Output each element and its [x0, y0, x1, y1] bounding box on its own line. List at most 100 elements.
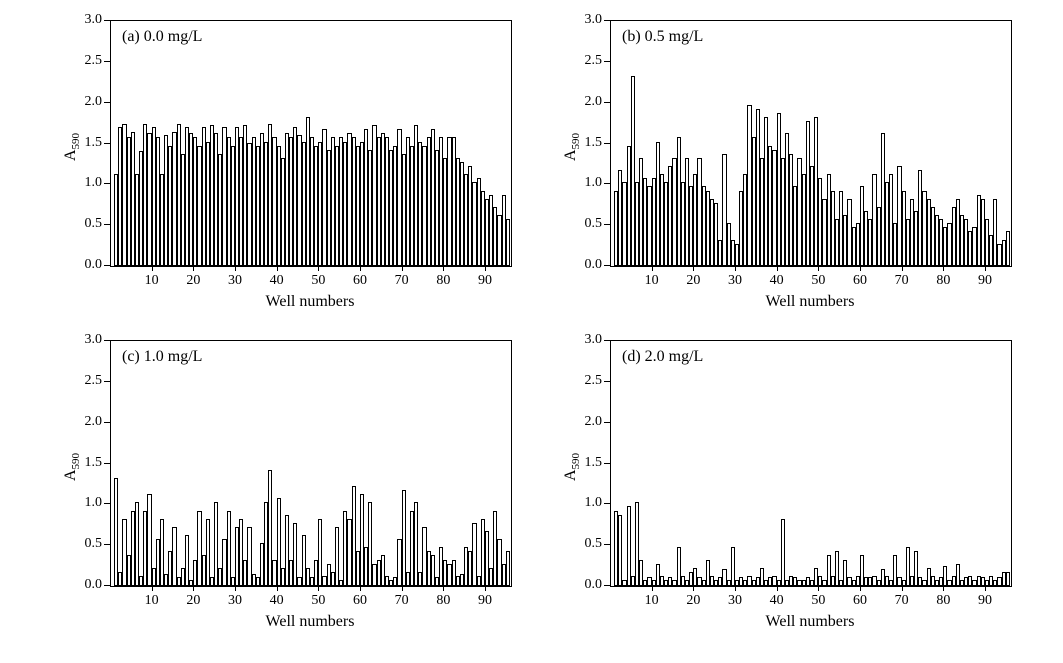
xtick-label: 20 [686, 273, 700, 289]
xtick [193, 265, 194, 271]
ytick [604, 61, 610, 62]
xtick-label: 80 [436, 273, 450, 289]
ytick-label: 3.0 [585, 332, 603, 348]
ytick-label: 1.5 [85, 135, 103, 151]
ytick-label: 3.0 [585, 12, 603, 28]
ytick-label: 1.5 [85, 455, 103, 471]
xtick-label: 90 [478, 593, 492, 609]
ytick-label: 2.0 [85, 94, 103, 110]
bar [506, 551, 510, 586]
panel-tag-b: (b) 0.5 mg/L [622, 28, 703, 46]
ytick [104, 340, 110, 341]
xtick-label: 30 [728, 273, 742, 289]
ytick-label: 0.5 [85, 216, 103, 232]
ytick-label: 2.5 [85, 373, 103, 389]
bar [114, 478, 118, 586]
xtick-label: 50 [811, 593, 825, 609]
panel-d: 0.00.51.01.52.02.53.0102030405060708090W… [540, 330, 1040, 650]
xtick-label: 40 [270, 273, 284, 289]
xtick-label: 40 [270, 593, 284, 609]
xtick [777, 265, 778, 271]
panel-tag-c: (c) 1.0 mg/L [122, 348, 202, 366]
bar [506, 219, 510, 266]
bar [135, 502, 139, 586]
ytick [604, 340, 610, 341]
ytick [604, 102, 610, 103]
bars-b [611, 21, 1011, 266]
ytick-label: 1.0 [585, 495, 603, 511]
xtick [985, 265, 986, 271]
xtick [235, 585, 236, 591]
ytick-label: 0.5 [585, 536, 603, 552]
ytick [104, 585, 110, 586]
xtick [152, 585, 153, 591]
ytick-label: 2.0 [85, 414, 103, 430]
xtick [402, 585, 403, 591]
bar [1006, 231, 1010, 266]
ytick-label: 0.5 [85, 536, 103, 552]
bar [335, 527, 339, 586]
ytick-label: 2.5 [85, 53, 103, 69]
ytick [604, 503, 610, 504]
xtick-label: 80 [936, 593, 950, 609]
ytick [604, 422, 610, 423]
xtick-label: 70 [395, 593, 409, 609]
ytick-label: 1.0 [85, 175, 103, 191]
xtick-label: 30 [728, 593, 742, 609]
figure-root: 0.0 0.5 1.0 1.5 2.0 2.5 3.0 10 20 30 40 50 60 70 80 90 W… [0, 0, 1063, 663]
y-axis-label-sub: 590 [70, 452, 82, 469]
ytick [604, 224, 610, 225]
xtick-label: 20 [186, 273, 200, 289]
ytick [104, 224, 110, 225]
panel-b: 0.00.51.01.52.02.53.0102030405060708090W… [540, 10, 1040, 330]
ytick [604, 544, 610, 545]
ytick-label: 2.5 [585, 53, 603, 69]
ytick [104, 381, 110, 382]
xtick [818, 585, 819, 591]
panel-c: 0.00.51.01.52.02.53.0102030405060708090W… [40, 330, 540, 650]
ytick-label: 2.0 [585, 94, 603, 110]
xtick [818, 265, 819, 271]
xtick [652, 585, 653, 591]
ytick [604, 183, 610, 184]
xtick-label: 30 [228, 593, 242, 609]
bars-a [111, 21, 511, 266]
xtick [485, 265, 486, 271]
y-axis-label: A590 [562, 452, 582, 480]
xtick [860, 585, 861, 591]
ytick-label: 0.5 [585, 216, 603, 232]
x-axis-label: Well numbers [766, 613, 855, 631]
xtick-label: 80 [436, 593, 450, 609]
xtick [902, 265, 903, 271]
xtick-label: 60 [853, 593, 867, 609]
bar [185, 535, 189, 586]
ytick [604, 20, 610, 21]
x-axis-label: Well numbers [766, 293, 855, 311]
y-axis-label-main: A [62, 469, 79, 481]
xtick [402, 265, 403, 271]
xtick [277, 265, 278, 271]
xtick-label: 90 [978, 273, 992, 289]
xtick-label: 80 [936, 273, 950, 289]
y-axis-label-main: A [62, 149, 79, 161]
y-axis-label: A590 [62, 132, 82, 160]
xtick [152, 265, 153, 271]
xtick [735, 265, 736, 271]
y-axis-label-main: A [562, 469, 579, 481]
xtick [277, 585, 278, 591]
xtick [360, 265, 361, 271]
xtick-label: 40 [770, 273, 784, 289]
xtick-label: 30 [228, 273, 242, 289]
ytick [104, 265, 110, 266]
xtick-label: 60 [853, 273, 867, 289]
x-axis-label: Well numbers [266, 613, 355, 631]
ytick-label: 0.0 [585, 577, 603, 593]
ytick [604, 381, 610, 382]
y-axis-label: A590 [62, 452, 82, 480]
xtick-label: 10 [145, 273, 159, 289]
panel-a: 0.00.51.01.52.02.53.0102030405060708090W… [40, 10, 540, 330]
bar [618, 515, 622, 586]
xtick [193, 585, 194, 591]
y-axis-label-sub: 590 [570, 452, 582, 469]
xtick [693, 585, 694, 591]
